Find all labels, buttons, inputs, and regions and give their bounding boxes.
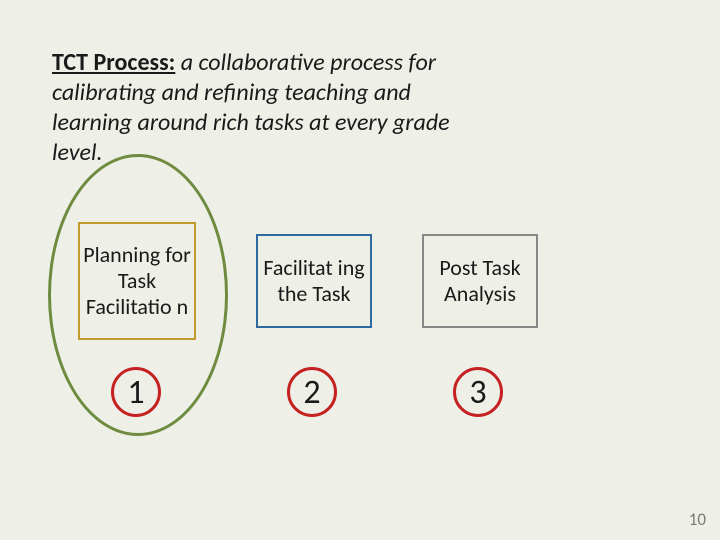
step-number-3: 3 [453,367,503,417]
step-number-2-text: 2 [303,372,320,413]
step-number-1-text: 1 [127,372,144,413]
headline-bold: TCT Process: [52,48,175,77]
step-number-3-text: 3 [469,372,486,413]
step-number-2: 2 [287,367,337,417]
step-label-2: Facilitat ing the Task [258,255,370,307]
step-label-3: Post Task Analysis [424,255,536,307]
step-box-3: Post Task Analysis [422,234,538,328]
step-number-1: 1 [111,367,161,417]
headline: TCT Process: a collaborative process for… [52,48,482,168]
step-label-1: Planning for Task Facilitatio n [80,242,194,320]
step-box-2: Facilitat ing the Task [256,234,372,328]
step-box-1: Planning for Task Facilitatio n [78,222,196,340]
page-number: 10 [689,509,706,530]
